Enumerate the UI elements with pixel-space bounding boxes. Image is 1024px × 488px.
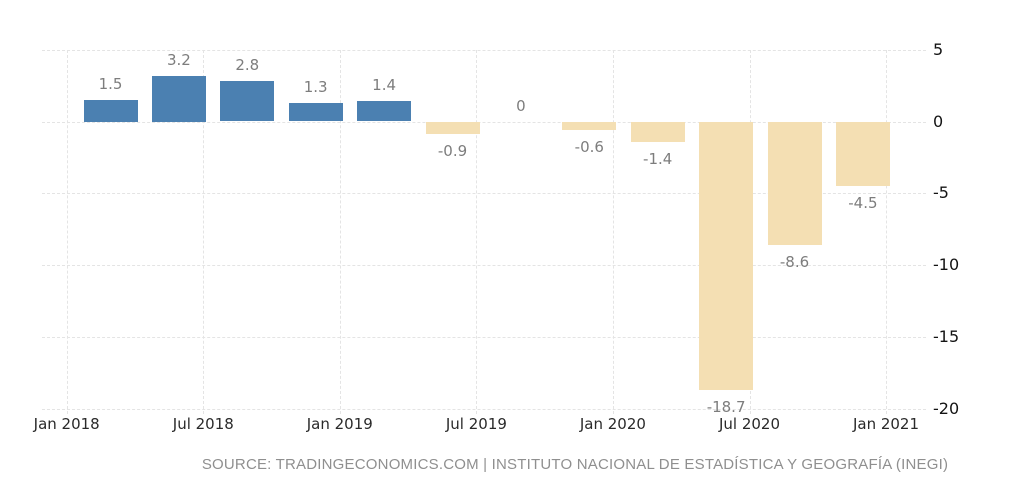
bar[interactable]	[562, 121, 617, 131]
bar-value-label: 1.4	[372, 76, 397, 95]
v-gridline	[339, 49, 341, 414]
x-axis-tick-label: Jan 2019	[306, 415, 373, 433]
h-gridline	[42, 193, 926, 195]
h-gridline	[42, 336, 926, 338]
h-gridline	[42, 265, 926, 267]
bar-value-label: 2.8	[235, 56, 260, 75]
source-attribution: SOURCE: TRADINGECONOMICS.COM | INSTITUTO…	[201, 456, 949, 473]
v-gridline	[203, 49, 205, 414]
x-axis-tick-label: Jul 2018	[172, 415, 234, 433]
bar-value-label: -4.5	[848, 194, 878, 213]
x-axis-tick-label: Jan 2020	[579, 415, 646, 433]
bar-value-label: -1.4	[643, 149, 673, 168]
bar[interactable]	[630, 121, 685, 142]
bar-value-label: 3.2	[166, 50, 191, 69]
bar[interactable]	[425, 121, 480, 135]
h-gridline	[42, 408, 926, 410]
y-axis-tick-label: 0	[933, 111, 944, 131]
bar[interactable]	[220, 81, 275, 122]
bar[interactable]	[767, 121, 822, 245]
bar-value-label: -0.6	[574, 138, 604, 157]
v-gridline	[476, 49, 478, 414]
v-gridline	[886, 49, 887, 414]
bar[interactable]	[357, 101, 412, 122]
x-axis-tick-label: Jul 2019	[445, 415, 507, 433]
bar[interactable]	[83, 100, 138, 122]
bar[interactable]	[699, 121, 754, 390]
h-gridline	[42, 121, 926, 123]
x-axis-tick-label: Jul 2020	[718, 415, 781, 433]
y-axis-tick-label: -10	[933, 255, 960, 275]
x-axis-tick-label: Jan 2018	[33, 415, 100, 433]
bar-value-label: 1.3	[303, 77, 328, 96]
bar-value-label: -8.6	[779, 253, 810, 271]
bar[interactable]	[288, 102, 343, 122]
x-axis-tick-label: Jan 2021	[852, 415, 920, 433]
h-gridline	[42, 49, 926, 51]
y-axis-tick-label: -20	[933, 398, 960, 418]
bar-value-label: -0.9	[437, 142, 468, 161]
bar[interactable]	[835, 121, 890, 187]
bar-value-label: 0	[516, 96, 526, 115]
y-axis-tick-label: 5	[933, 39, 944, 59]
bar-value-label: -18.7	[706, 398, 746, 416]
y-axis-tick-label: -5	[933, 183, 949, 203]
bar[interactable]	[151, 75, 206, 122]
v-gridline	[612, 49, 614, 414]
y-axis-tick-label: -15	[933, 326, 960, 346]
bar-value-label: 1.5	[98, 75, 123, 93]
v-gridline	[66, 49, 68, 414]
